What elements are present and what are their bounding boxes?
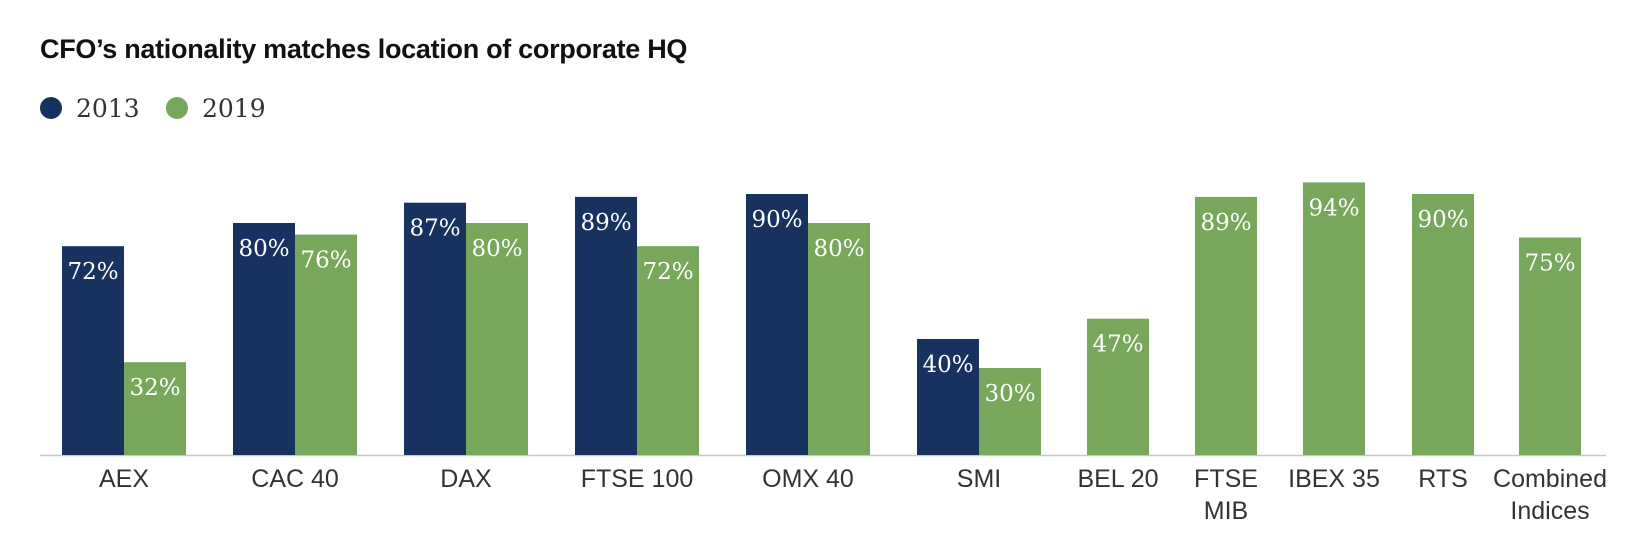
x-tick-label: RTS: [1418, 465, 1468, 493]
bar-smi-2019: [979, 368, 1041, 455]
bar-ftse-100-2013: [575, 196, 637, 455]
bar-omx-40-2019: [808, 223, 870, 455]
x-tick-label: Combined Indices: [1493, 465, 1607, 525]
bar-cac-40-2019: [295, 234, 357, 455]
data-label-dax-2019: 80%: [471, 236, 522, 262]
data-label-omx-40-2013: 90%: [751, 207, 802, 233]
x-tick-label: AEX: [99, 465, 149, 493]
data-label-cac-40-2013: 80%: [238, 236, 289, 262]
bar-aex-2013: [62, 246, 124, 455]
x-tick-label: DAX: [440, 465, 492, 493]
x-tick-label: SMI: [957, 465, 1001, 493]
data-label-dax-2013: 87%: [409, 216, 460, 242]
bar-ibex-35-2019: [1303, 182, 1365, 455]
bar-smi-2013: [917, 339, 979, 455]
x-tick-label: BEL 20: [1077, 465, 1158, 493]
data-label-smi-2013: 40%: [922, 352, 973, 378]
x-tick-label: IBEX 35: [1288, 465, 1380, 493]
data-label-aex-2013: 72%: [67, 259, 118, 285]
x-tick-label: OMX 40: [762, 465, 854, 493]
data-label-cac-40-2019: 76%: [300, 248, 351, 274]
legend-swatch-2019: [166, 97, 188, 119]
data-label-combined-indices-2019: 75%: [1524, 251, 1575, 277]
data-label-aex-2019: 32%: [129, 375, 180, 401]
bar-bel-20-2019: [1087, 318, 1149, 455]
bar-combined-indices-2019: [1519, 237, 1581, 455]
legend-swatch-2013: [40, 97, 62, 119]
data-label-ftse-mib-2019: 89%: [1200, 210, 1251, 236]
x-tick-label: FTSE MIB: [1194, 465, 1258, 525]
bar-rts-2019: [1412, 194, 1474, 455]
bar-omx-40-2013: [746, 194, 808, 455]
legend-label-2013: 2013: [76, 93, 140, 123]
legend-label-2019: 2019: [202, 93, 266, 123]
legend-item-2013: 2013: [40, 92, 140, 124]
data-label-ftse-100-2013: 89%: [580, 210, 631, 236]
bar-cac-40-2013: [233, 223, 295, 455]
bar-aex-2019: [124, 362, 186, 455]
data-label-bel-20-2019: 47%: [1092, 332, 1143, 358]
bar-ftse-mib-2019: [1195, 196, 1257, 455]
data-label-smi-2019: 30%: [984, 381, 1035, 407]
data-label-ibex-35-2019: 94%: [1308, 195, 1359, 221]
data-label-rts-2019: 90%: [1417, 207, 1468, 233]
data-label-omx-40-2019: 80%: [813, 236, 864, 262]
x-tick-label: CAC 40: [251, 465, 339, 493]
chart-title: CFO’s nationality matches location of co…: [40, 34, 688, 64]
bar-ftse-100-2019: [637, 246, 699, 455]
bar-dax-2013: [404, 202, 466, 455]
data-label-ftse-100-2019: 72%: [642, 259, 693, 285]
legend-item-2019: 2019: [166, 92, 266, 124]
x-tick-label: FTSE 100: [581, 465, 694, 493]
bar-dax-2019: [466, 223, 528, 455]
